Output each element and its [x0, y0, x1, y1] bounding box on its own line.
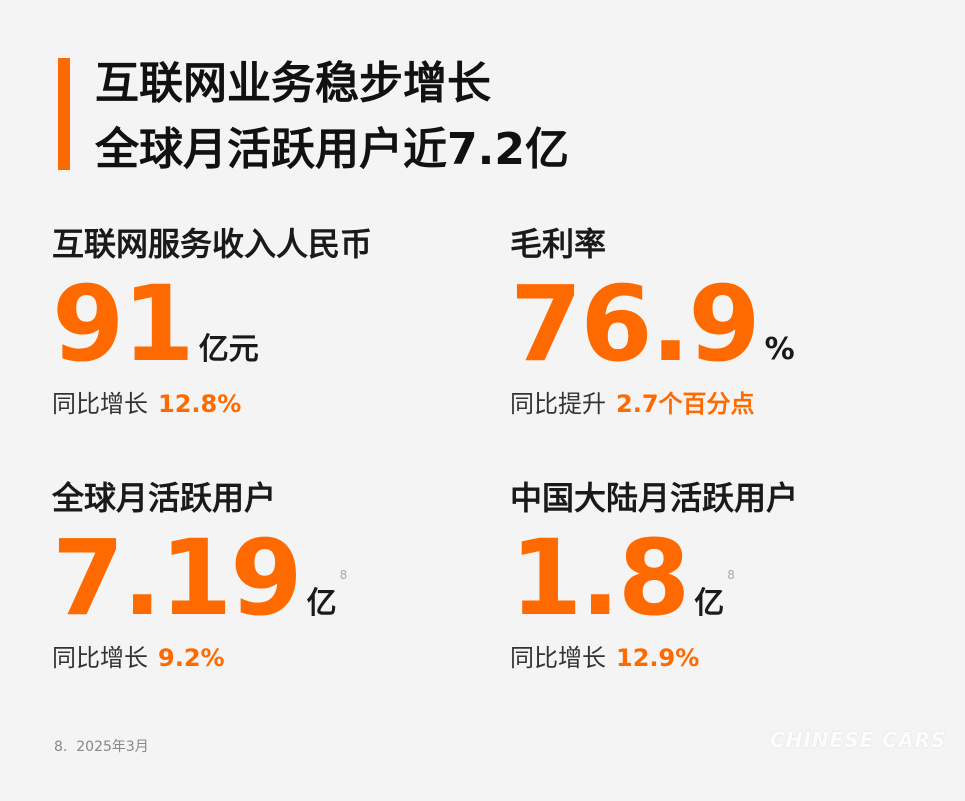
metric-value: 1.8 — [510, 517, 690, 639]
metric: 毛利率 76.9% 同比提升 2.7个百分点 — [510, 228, 930, 416]
growth-label: 同比提升 — [510, 390, 606, 418]
growth-label: 同比增长 — [52, 390, 148, 418]
metric-value: 91 — [52, 263, 195, 385]
metric: 全球月活跃用户 7.19 亿8 同比增长 9.2% — [52, 482, 472, 670]
growth-value: 12.8% — [158, 390, 242, 418]
metric-label: 毛利率 — [510, 225, 607, 263]
title: 全球月活跃用户近7.2亿 — [95, 124, 569, 175]
footnote-mark: 8 — [727, 568, 735, 582]
growth-label: 同比增长 — [52, 644, 148, 672]
metric-unit: 亿 — [306, 586, 337, 621]
metric-unit: 亿 — [694, 586, 725, 621]
metric-label: 中国大陆月活跃用户 — [510, 479, 799, 517]
growth-value: 2.7个百分点 — [616, 390, 755, 418]
watermark: CHINESE CARS — [770, 728, 947, 752]
footnote-mark: 8 — [339, 568, 348, 582]
metric: 中国大陆月活跃用户 1.8 亿8 同比增长 12.9% — [510, 482, 930, 670]
metric-label: 互联网服务收入人民币 — [52, 225, 373, 263]
growth-value: 9.2% — [158, 644, 225, 672]
metric-label: 全球月活跃用户 — [52, 479, 277, 517]
metric-value: 76.9 — [510, 263, 761, 385]
accent-bar — [58, 58, 70, 170]
metric-unit: % — [764, 332, 795, 367]
footnote: 8. 2025年3月 — [54, 739, 149, 755]
growth-label: 同比增长 — [510, 644, 606, 672]
growth-value: 12.9% — [616, 644, 700, 672]
metric-value: 7.19 — [52, 517, 303, 639]
title: 互联网业务稳步增长 — [95, 58, 491, 109]
metric-unit: 亿元 — [198, 332, 259, 367]
metric: 互联网服务收入人民币 91 亿元 同比增长 12.8% — [52, 228, 472, 416]
